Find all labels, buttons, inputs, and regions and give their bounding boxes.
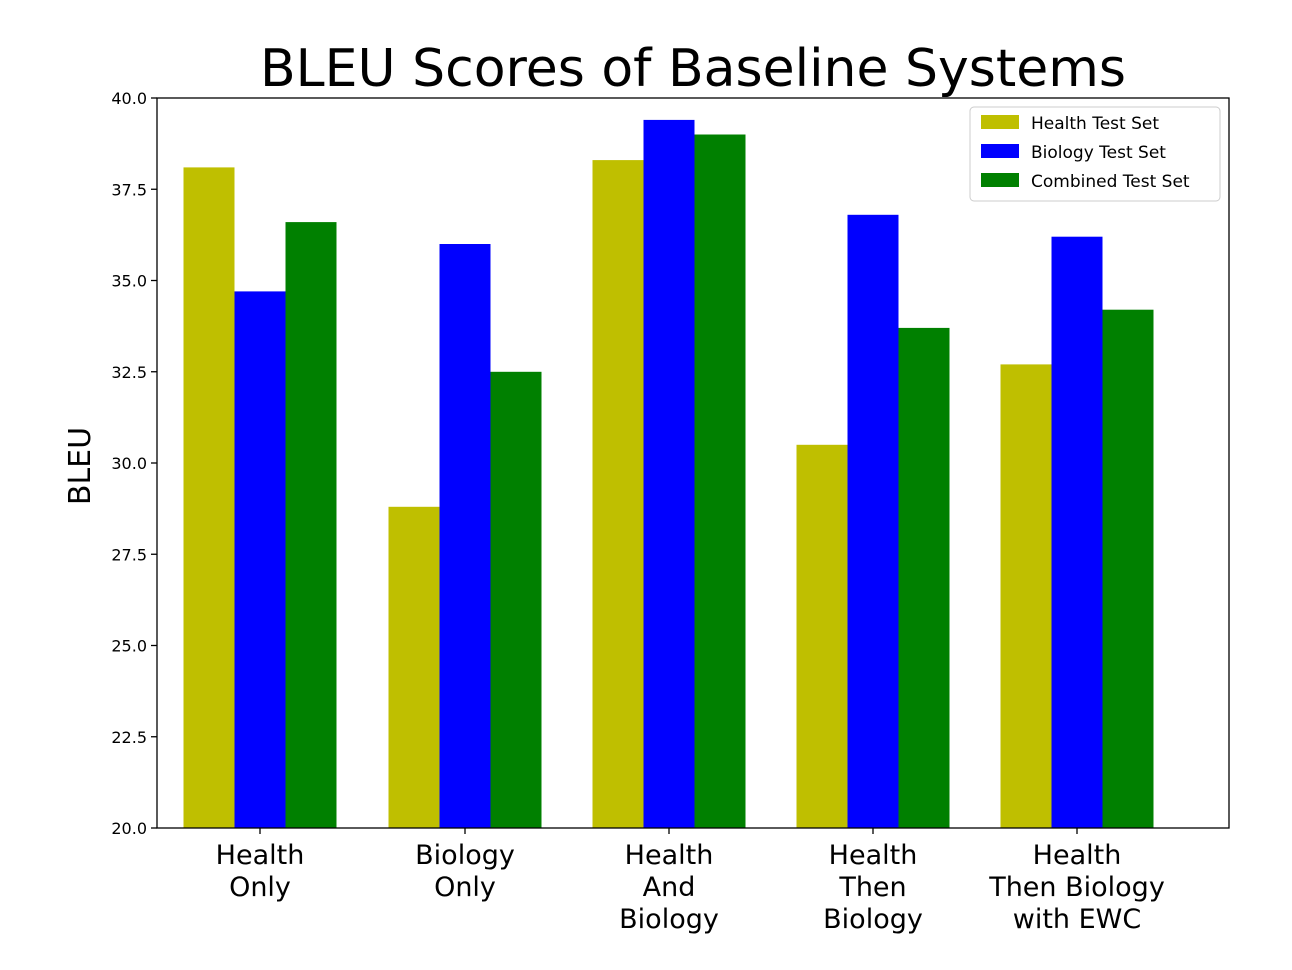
bar-2-2 [439,244,491,828]
x-tick-label-line: Biology [619,904,719,935]
legend-label: Biology Test Set [1031,143,1166,163]
y-tick-label: 22.5 [111,728,147,747]
y-tick-label: 35.0 [111,272,147,291]
chart-title: BLEU Scores of Baseline Systems [260,39,1126,99]
legend-label: Combined Test Set [1031,172,1190,192]
bar-3-2 [490,371,542,829]
y-tick-label: 30.0 [111,454,147,473]
x-tick-label-line: Biology [823,904,923,935]
bar-1-2 [388,506,440,828]
x-tick-label-line: Only [229,872,291,903]
x-tick-label-line: Then Biology [988,872,1165,903]
y-tick-label: 32.5 [111,363,147,382]
x-tick-label-line: Health [216,840,305,871]
x-tick-label-line: with EWC [1013,904,1141,935]
legend-swatch [981,173,1019,187]
bar-1-5 [1000,364,1052,828]
legend-box [969,106,1221,202]
y-tick-label: 27.5 [111,545,147,564]
legend-label: Health Test Set [1031,114,1159,134]
bar-1-4 [796,444,848,829]
x-tick-label: Health Then Biology [823,840,923,935]
bar-2-3 [643,119,695,828]
x-tick-label-line: Then [838,872,906,903]
legend: Health Test Set Biology Test Set Combined … [969,106,1221,202]
legend-swatch [981,115,1019,129]
bar-2-5 [1051,236,1103,828]
bars-group [183,119,1154,829]
x-tick-label-line: Health [1033,840,1122,871]
x-tick-label: Biology Only [415,840,515,903]
x-tick-label: Health Then Biology with EWC [988,840,1165,935]
bar-3-4 [898,327,950,828]
bar-3-5 [1102,309,1154,828]
bar-3-3 [694,134,746,828]
legend-swatch [981,144,1019,158]
x-tick-label-line: Only [434,872,496,903]
x-tick-label-line: Health [625,840,714,871]
y-tick-label: 37.5 [111,180,147,199]
y-tick-label: 25.0 [111,637,147,656]
x-tick-label: Health And Biology [619,840,719,935]
bar-1-3 [592,160,644,829]
bar-3-1 [285,222,337,829]
x-tick-label-line: Health [829,840,918,871]
y-axis: 20.0 22.5 25.0 27.5 30.0 32.5 35.0 37.5 40.0 [111,89,157,838]
y-tick-label: 20.0 [111,819,147,838]
x-tick-label-line: Biology [415,840,515,871]
x-tick-label: Health Only [216,840,305,903]
y-tick-label: 40.0 [111,89,147,108]
bar-2-1 [234,291,286,828]
y-axis-label: BLEU [63,427,98,505]
bar-2-4 [847,214,899,829]
x-tick-label-line: And [643,872,696,903]
bar-1-1 [183,167,235,828]
